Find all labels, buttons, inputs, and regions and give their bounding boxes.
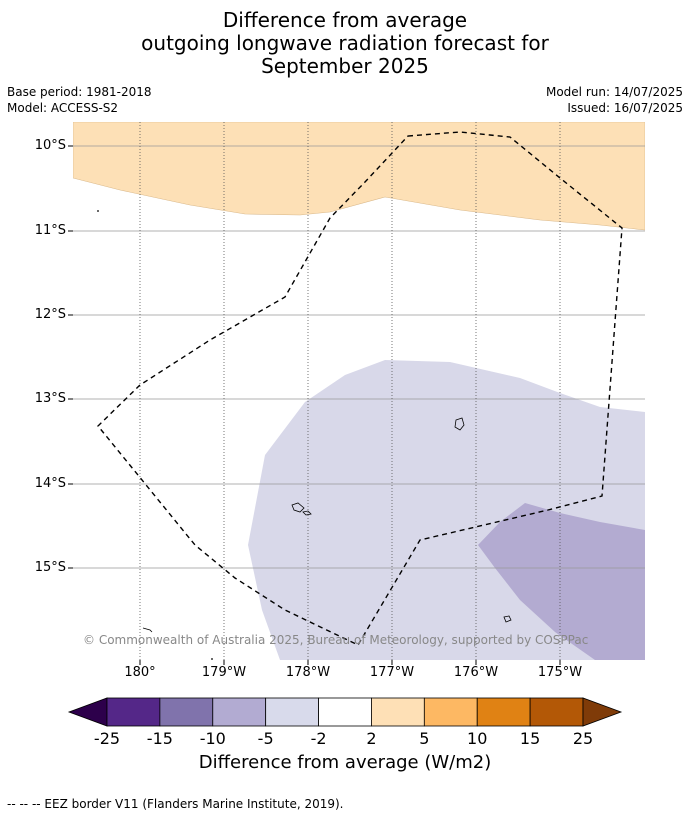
lon-label-180: 180° — [124, 665, 156, 680]
lon-label-176w: 176°W — [453, 665, 499, 680]
colorbar-tick-label: 15 — [519, 729, 541, 748]
colorbar — [67, 697, 623, 727]
colorbar-tick-label: -15 — [146, 729, 173, 748]
model-run: Model run: 14/07/2025 — [545, 85, 683, 99]
lat-label-13s: 13°S — [34, 391, 66, 406]
colorbar-segment — [212, 697, 267, 727]
model-name: Model: ACCESS-S2 — [7, 101, 119, 115]
colorbar-segment — [423, 697, 478, 727]
latitude-gridlines — [73, 145, 645, 569]
colorbar-tick-label: 2 — [366, 729, 377, 748]
lat-label-10s: 10°S — [34, 138, 66, 153]
colorbar-tick-label: -25 — [93, 729, 121, 748]
colorbar-segment — [265, 697, 319, 727]
colorbar-tick-label: 25 — [572, 729, 594, 748]
lon-label-175w: 175°W — [537, 665, 583, 680]
copyright-credit: © Commonwealth of Australia 2025, Bureau… — [83, 633, 589, 647]
lon-label-178w: 178°W — [285, 665, 331, 680]
island-aunuu — [302, 510, 312, 516]
lon-label-179w: 179°W — [201, 665, 247, 680]
moderate-negative-region — [478, 503, 645, 660]
lat-label-11s: 11°S — [34, 223, 66, 238]
lat-ticks — [68, 145, 73, 569]
colorbar-arrow-high — [582, 697, 623, 727]
islands — [142, 417, 512, 633]
colorbar-segment — [476, 697, 531, 727]
lat-label-14s: 14°S — [34, 476, 66, 491]
issued-date: Issued: 16/07/2025 — [567, 101, 683, 115]
colorbar-tick-label: -10 — [199, 729, 226, 748]
island-swains — [454, 417, 465, 431]
eez-legend-note: -- -- -- EEZ border V11 (Flanders Marine… — [7, 797, 344, 811]
title-line-3: September 2025 — [261, 54, 429, 78]
lat-label-15s: 15°S — [34, 560, 66, 575]
islet-north — [97, 210, 99, 212]
colorbar-arrow-low — [67, 697, 108, 727]
colorbar-segment — [159, 697, 214, 727]
positive-anomaly-region — [73, 122, 645, 231]
island-south — [503, 615, 512, 623]
colorbar-tick-label: 5 — [419, 729, 430, 748]
lon-ticks — [139, 660, 561, 665]
islet-south — [211, 658, 213, 660]
meta-left: Base period: 1981-2018 Model: ACCESS-S2 — [7, 84, 152, 116]
colorbar-segment — [318, 697, 372, 727]
island-tutuila — [291, 502, 305, 513]
colorbar-segment — [529, 697, 584, 727]
title-line-2: outgoing longwave radiation forecast for — [141, 31, 549, 55]
lat-label-12s: 12°S — [34, 307, 66, 322]
colorbar-segment — [371, 697, 425, 727]
title-line-1: Difference from average — [222, 8, 468, 32]
eez-border — [97, 131, 623, 646]
colorbar-tick-label: -2 — [310, 729, 327, 748]
colorbar-tick-label: -5 — [257, 729, 274, 748]
lon-label-177w: 177°W — [369, 665, 415, 680]
colorbar-tick-label: 10 — [467, 729, 488, 748]
meta-right: Model run: 14/07/2025 Issued: 16/07/2025 — [546, 84, 683, 116]
base-period: Base period: 1981-2018 — [7, 85, 152, 99]
colorbar-label: Difference from average (W/m2) — [198, 752, 492, 773]
colorbar-segment — [106, 697, 161, 727]
island-nw — [142, 627, 153, 633]
